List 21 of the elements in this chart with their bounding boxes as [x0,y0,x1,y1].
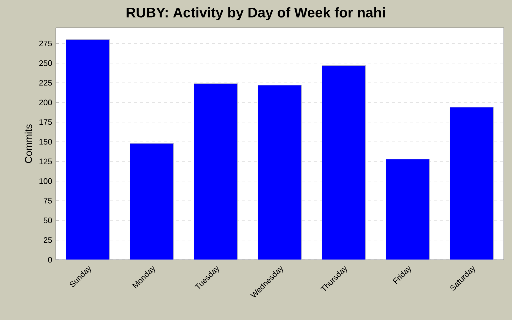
y-tick-label: 250 [40,60,52,66]
y-tick-label: 275 [40,40,52,47]
bar [258,85,302,260]
y-tick-label: 100 [40,178,52,184]
y-tick-label: 0 [48,257,52,263]
bar [66,40,110,260]
chart-title: RUBY: Activity by Day of Week for nahi [126,7,386,21]
bar [386,159,430,260]
y-tick-label: 25 [44,238,52,244]
y-tick-label: 125 [40,158,52,165]
y-tick-label: 225 [40,80,52,86]
y-axis-title: Commits [24,124,32,164]
y-tick-label: 50 [44,218,52,224]
y-tick-label: 200 [40,100,52,106]
bar [322,66,366,260]
y-tick-label: 175 [40,120,52,126]
y-tick-label: 75 [44,198,52,204]
y-tick-label: 150 [40,139,52,145]
bar [194,84,238,260]
bar [130,143,174,260]
bar [450,107,494,260]
